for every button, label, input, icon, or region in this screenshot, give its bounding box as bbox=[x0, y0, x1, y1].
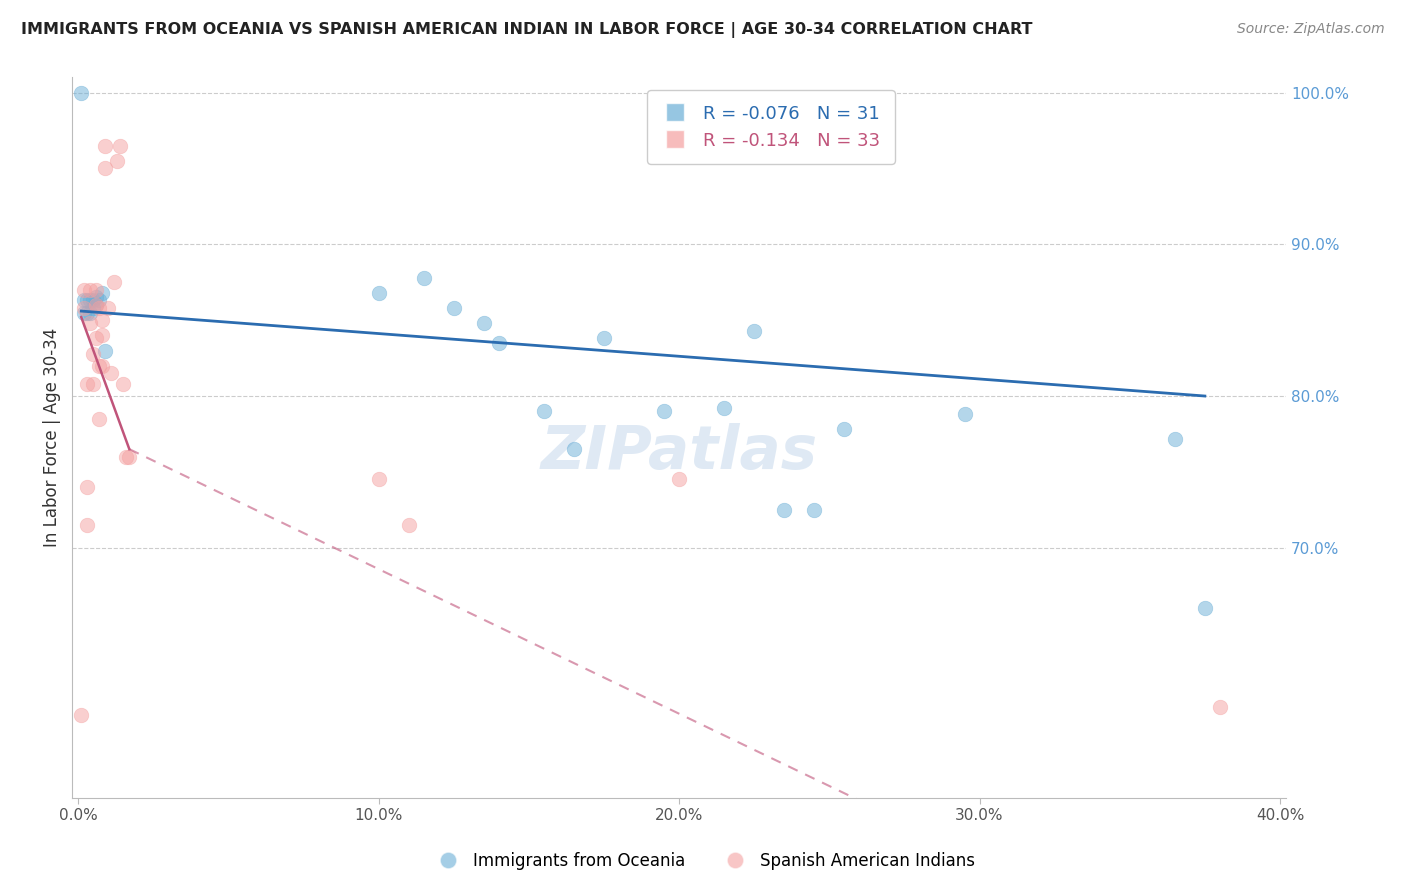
Point bbox=[105, 153, 128, 168]
Point bbox=[79, 316, 101, 330]
Point bbox=[89, 301, 111, 315]
Point bbox=[533, 404, 555, 418]
Text: IMMIGRANTS FROM OCEANIA VS SPANISH AMERICAN INDIAN IN LABOR FORCE | AGE 30-34 CO: IMMIGRANTS FROM OCEANIA VS SPANISH AMERI… bbox=[21, 22, 1032, 38]
Point bbox=[76, 480, 98, 494]
Point bbox=[79, 305, 101, 319]
Point bbox=[488, 335, 510, 350]
Point bbox=[367, 285, 389, 300]
Point bbox=[94, 138, 117, 153]
Point bbox=[953, 407, 976, 421]
Point bbox=[1209, 700, 1232, 714]
Point bbox=[1164, 432, 1187, 446]
Point bbox=[110, 138, 132, 153]
Point bbox=[76, 376, 98, 391]
Point bbox=[834, 422, 856, 436]
Point bbox=[70, 707, 93, 722]
Point bbox=[76, 518, 98, 533]
Point bbox=[412, 270, 434, 285]
Legend: Immigrants from Oceania, Spanish American Indians: Immigrants from Oceania, Spanish America… bbox=[425, 846, 981, 877]
Point bbox=[89, 293, 111, 308]
Point bbox=[91, 285, 114, 300]
Point bbox=[773, 503, 796, 517]
Point bbox=[73, 301, 96, 315]
Legend: R = -0.076   N = 31, R = -0.134   N = 33: R = -0.076 N = 31, R = -0.134 N = 33 bbox=[647, 90, 894, 164]
Point bbox=[89, 359, 111, 373]
Text: Source: ZipAtlas.com: Source: ZipAtlas.com bbox=[1237, 22, 1385, 37]
Point bbox=[742, 324, 765, 338]
Point bbox=[118, 450, 141, 464]
Point bbox=[1194, 601, 1216, 615]
Point bbox=[84, 331, 107, 345]
Point bbox=[79, 293, 101, 308]
Point bbox=[97, 301, 120, 315]
Point bbox=[803, 503, 825, 517]
Point bbox=[73, 283, 96, 297]
Point bbox=[367, 473, 389, 487]
Point bbox=[84, 283, 107, 297]
Point bbox=[713, 401, 735, 416]
Point bbox=[70, 86, 93, 100]
Point bbox=[89, 411, 111, 425]
Point bbox=[82, 376, 104, 391]
Point bbox=[593, 331, 616, 345]
Point bbox=[112, 376, 135, 391]
Point bbox=[76, 305, 98, 319]
Point bbox=[84, 290, 107, 304]
Point bbox=[103, 275, 125, 289]
Y-axis label: In Labor Force | Age 30-34: In Labor Force | Age 30-34 bbox=[44, 328, 60, 548]
Point bbox=[82, 346, 104, 360]
Point bbox=[115, 450, 138, 464]
Point bbox=[82, 301, 104, 315]
Point bbox=[91, 328, 114, 343]
Point bbox=[398, 518, 420, 533]
Point bbox=[76, 293, 98, 308]
Point bbox=[82, 293, 104, 308]
Point bbox=[562, 442, 585, 457]
Point bbox=[91, 359, 114, 373]
Point bbox=[443, 301, 465, 315]
Point bbox=[472, 316, 495, 330]
Point bbox=[84, 298, 107, 312]
Point bbox=[652, 404, 675, 418]
Point bbox=[94, 343, 117, 358]
Point bbox=[73, 293, 96, 308]
Text: ZIPatlas: ZIPatlas bbox=[540, 423, 818, 482]
Point bbox=[73, 305, 96, 319]
Point bbox=[79, 283, 101, 297]
Point bbox=[94, 161, 117, 176]
Point bbox=[100, 366, 122, 380]
Point bbox=[84, 298, 107, 312]
Point bbox=[668, 473, 690, 487]
Point bbox=[91, 313, 114, 327]
